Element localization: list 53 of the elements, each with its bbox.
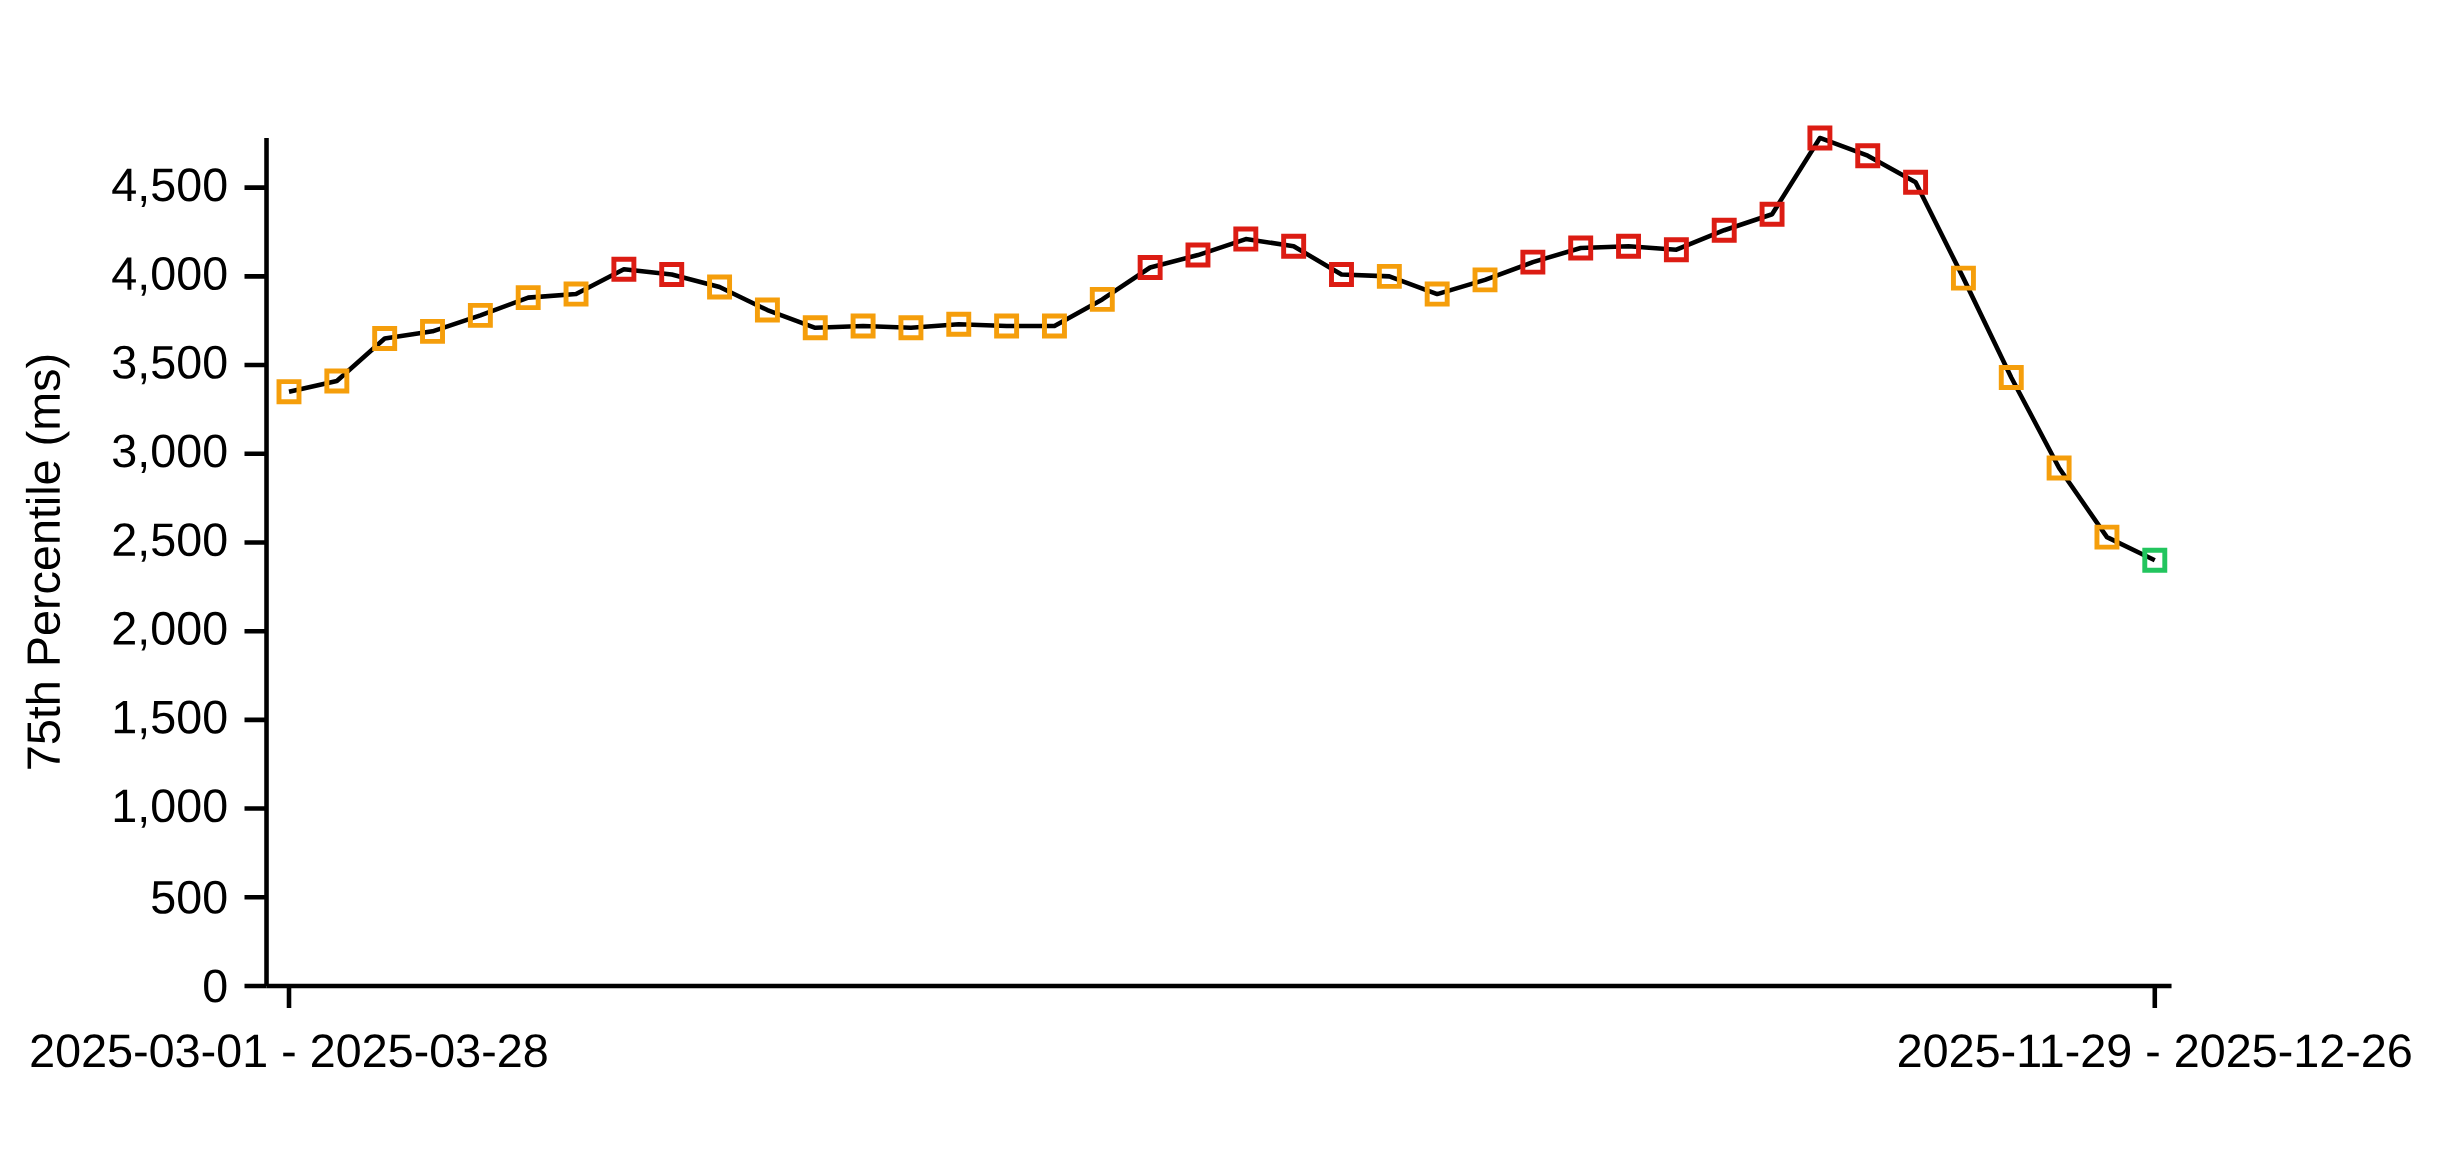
point (1041, 313, 1067, 339)
point (1281, 233, 1307, 259)
point (707, 274, 733, 300)
point (1759, 201, 1785, 227)
y-tick-label: 3,500 (113, 345, 227, 385)
point (515, 285, 541, 311)
y-tick-label: 2,000 (113, 611, 227, 651)
point (1520, 249, 1546, 275)
point (1137, 255, 1163, 280)
y-tick-label: 0 (204, 969, 227, 1003)
y-tick-label: 2,500 (113, 523, 227, 562)
point (898, 315, 924, 341)
y-axis-title: 75th Percentile (ms) (25, 355, 70, 769)
y-tick-label: 500 (152, 880, 227, 914)
point (2094, 524, 2120, 550)
point (1711, 217, 1737, 243)
point (467, 302, 493, 328)
point (324, 368, 350, 394)
point (994, 313, 1020, 339)
point (1616, 233, 1641, 259)
y-tick-label: 1,000 (114, 789, 227, 828)
point (1903, 169, 1929, 195)
point (1950, 265, 1976, 291)
point (850, 313, 876, 339)
point (420, 318, 445, 344)
point (372, 325, 398, 351)
point (1807, 125, 1833, 151)
point (1376, 263, 1402, 289)
point (2142, 547, 2168, 573)
x-tick-label: 2025-03-01 - 2025-03-28 (31, 1034, 547, 1068)
point (276, 379, 302, 405)
x-tick-label: 2025-11-29 - 2025-12-26 (1899, 1034, 2411, 1068)
y-tick-label: 1,500 (114, 700, 227, 740)
point (659, 262, 685, 288)
point (2046, 455, 2072, 481)
y-tick-label: 4,500 (112, 168, 227, 207)
point (1424, 281, 1450, 307)
point (1663, 237, 1689, 263)
point (1185, 242, 1211, 268)
point (1998, 365, 2024, 390)
point (802, 315, 828, 341)
point (563, 281, 589, 307)
y-tick-label: 4,000 (112, 257, 227, 296)
point (611, 256, 637, 282)
point (1329, 262, 1354, 288)
point (1233, 226, 1259, 252)
point (754, 297, 780, 323)
y-tick-label: 3,000 (113, 434, 227, 474)
point (1472, 267, 1498, 293)
point (1855, 143, 1881, 169)
point (946, 311, 972, 337)
point (1089, 286, 1115, 312)
point (1568, 235, 1594, 261)
